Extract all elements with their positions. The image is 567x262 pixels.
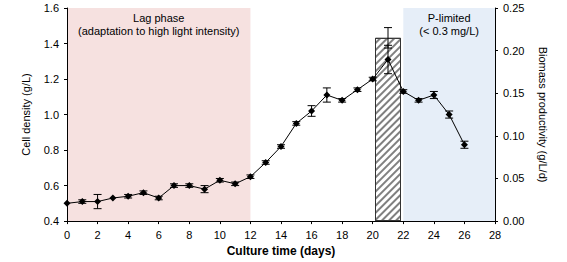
svg-text:10: 10	[214, 229, 226, 241]
svg-text:6: 6	[156, 229, 162, 241]
svg-text:0.00: 0.00	[503, 215, 524, 227]
svg-text:0.4: 0.4	[44, 215, 59, 227]
svg-text:4: 4	[125, 229, 131, 241]
svg-text:2: 2	[95, 229, 101, 241]
svg-text:14: 14	[275, 229, 287, 241]
svg-text:16: 16	[305, 229, 317, 241]
svg-text:0.25: 0.25	[503, 2, 524, 14]
svg-text:0.20: 0.20	[503, 45, 524, 57]
svg-text:0.6: 0.6	[44, 180, 59, 192]
svg-text:0.15: 0.15	[503, 87, 524, 99]
svg-text:P-limited: P-limited	[428, 12, 471, 24]
svg-text:(< 0.3 mg/L): (< 0.3 mg/L)	[419, 25, 479, 37]
svg-text:0.8: 0.8	[44, 144, 59, 156]
svg-text:Biomass productivity (g/L/d): Biomass productivity (g/L/d)	[537, 47, 549, 183]
svg-text:0.05: 0.05	[503, 172, 524, 184]
svg-text:(adaptation to high light inte: (adaptation to high light intensity)	[78, 25, 239, 37]
svg-text:Culture time (days): Culture time (days)	[227, 244, 336, 258]
svg-text:0: 0	[64, 229, 70, 241]
svg-text:1.0: 1.0	[44, 109, 59, 121]
svg-text:Cell density (g/L): Cell density (g/L)	[20, 73, 32, 156]
svg-text:1.4: 1.4	[44, 38, 59, 50]
svg-text:12: 12	[244, 229, 256, 241]
svg-text:24: 24	[428, 229, 440, 241]
svg-text:22: 22	[397, 229, 409, 241]
svg-text:18: 18	[336, 229, 348, 241]
svg-text:Lag phase: Lag phase	[133, 12, 184, 24]
svg-text:1.2: 1.2	[44, 73, 59, 85]
svg-text:26: 26	[458, 229, 470, 241]
svg-text:28: 28	[489, 229, 501, 241]
svg-text:1.6: 1.6	[44, 2, 59, 14]
svg-text:8: 8	[186, 229, 192, 241]
svg-text:0.10: 0.10	[503, 130, 524, 142]
svg-text:20: 20	[367, 229, 379, 241]
